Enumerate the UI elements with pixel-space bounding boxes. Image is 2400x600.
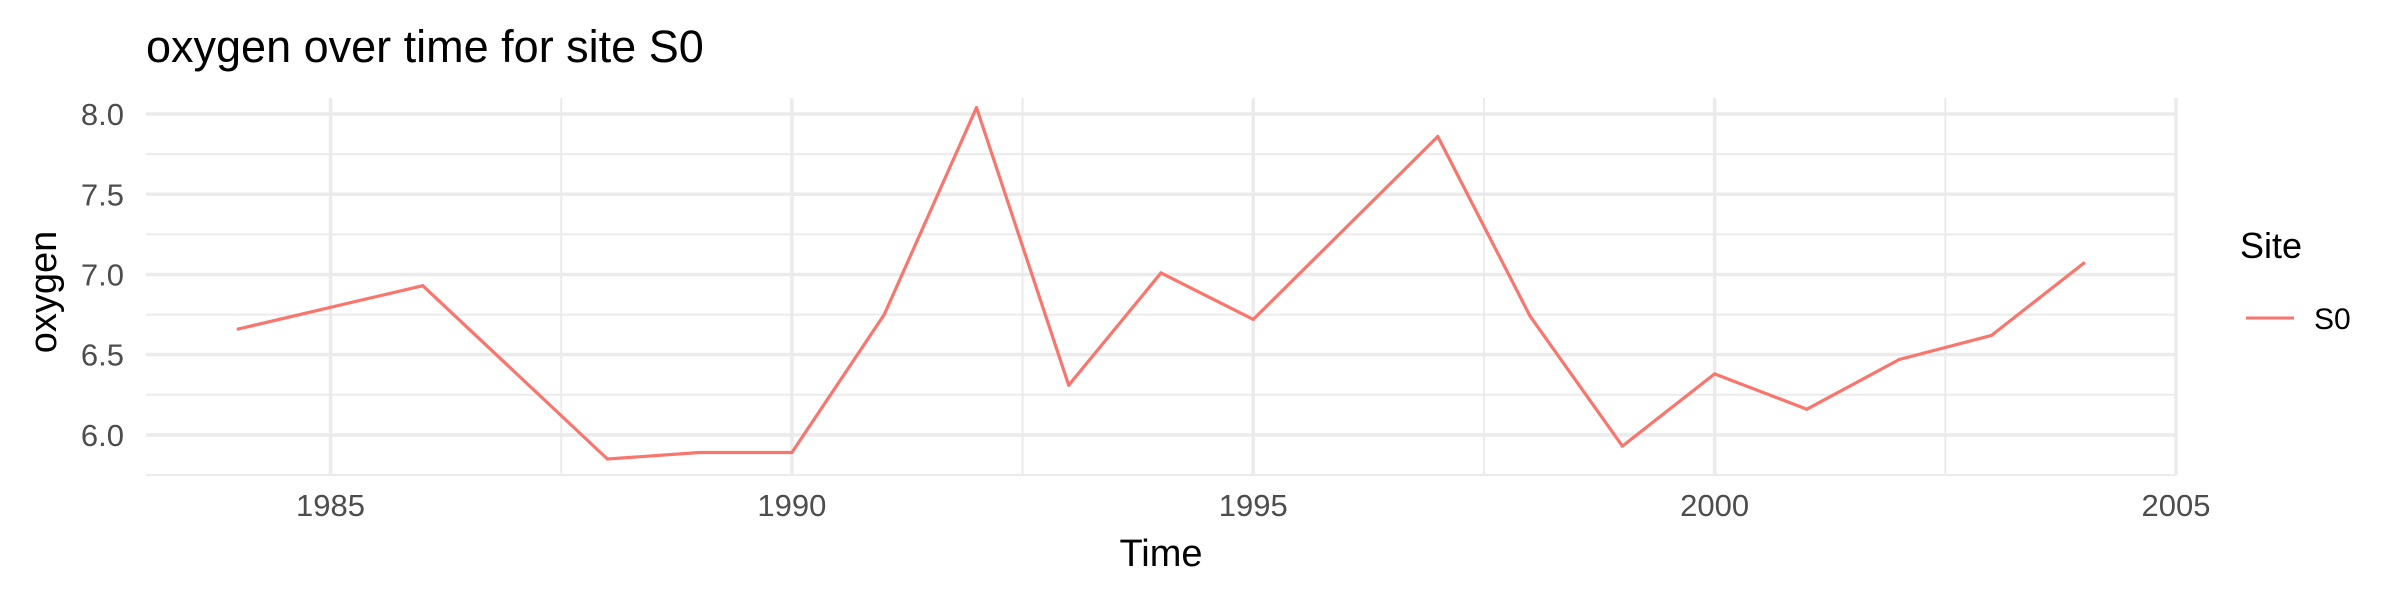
data-point — [1436, 134, 1440, 139]
minor-gridlines — [146, 98, 2176, 476]
y-tick-label: 6.0 — [81, 418, 124, 453]
data-point — [790, 450, 794, 455]
data-point — [1159, 271, 1163, 275]
legend: Site S0 — [2240, 225, 2351, 336]
x-tick-label: 1990 — [757, 488, 826, 523]
y-tick-label: 7.5 — [81, 177, 124, 212]
y-tick-label: 8.0 — [81, 97, 124, 132]
x-tick-label: 2000 — [1680, 488, 1749, 523]
data-point — [1620, 444, 1624, 448]
data-point — [421, 284, 425, 288]
major-gridlines — [146, 98, 2178, 475]
data-point — [1251, 317, 1255, 321]
x-tick-label: 2005 — [2142, 488, 2211, 523]
x-axis-ticks: 1985 1990 1995 2000 2005 — [296, 488, 2210, 523]
legend-title: Site — [2240, 225, 2302, 266]
x-axis-title: Time — [1119, 533, 1202, 575]
data-point — [1805, 407, 1809, 411]
data-point — [1897, 357, 1901, 362]
chart-title: oxygen over time for site S0 — [146, 21, 704, 72]
y-tick-label: 6.5 — [81, 338, 124, 373]
data-point — [236, 327, 240, 331]
x-tick-label: 1985 — [296, 488, 365, 523]
y-axis-ticks: 6.0 6.5 7.0 7.5 8.0 — [81, 97, 124, 453]
data-point — [1989, 333, 1994, 338]
data-point — [2082, 261, 2086, 265]
series-line-s0 — [236, 105, 2086, 461]
data-point — [1528, 314, 1532, 318]
data-point — [698, 450, 702, 455]
data-point — [1713, 372, 1717, 376]
data-point — [974, 106, 979, 110]
y-tick-label: 7.0 — [81, 257, 124, 292]
x-tick-label: 1995 — [1219, 488, 1288, 523]
data-point — [605, 457, 609, 461]
series-layer — [236, 105, 2086, 461]
data-point — [882, 312, 886, 317]
data-point — [1067, 383, 1071, 387]
legend-label-s0: S0 — [2314, 303, 2351, 336]
y-axis-title: oxygen — [23, 231, 65, 354]
